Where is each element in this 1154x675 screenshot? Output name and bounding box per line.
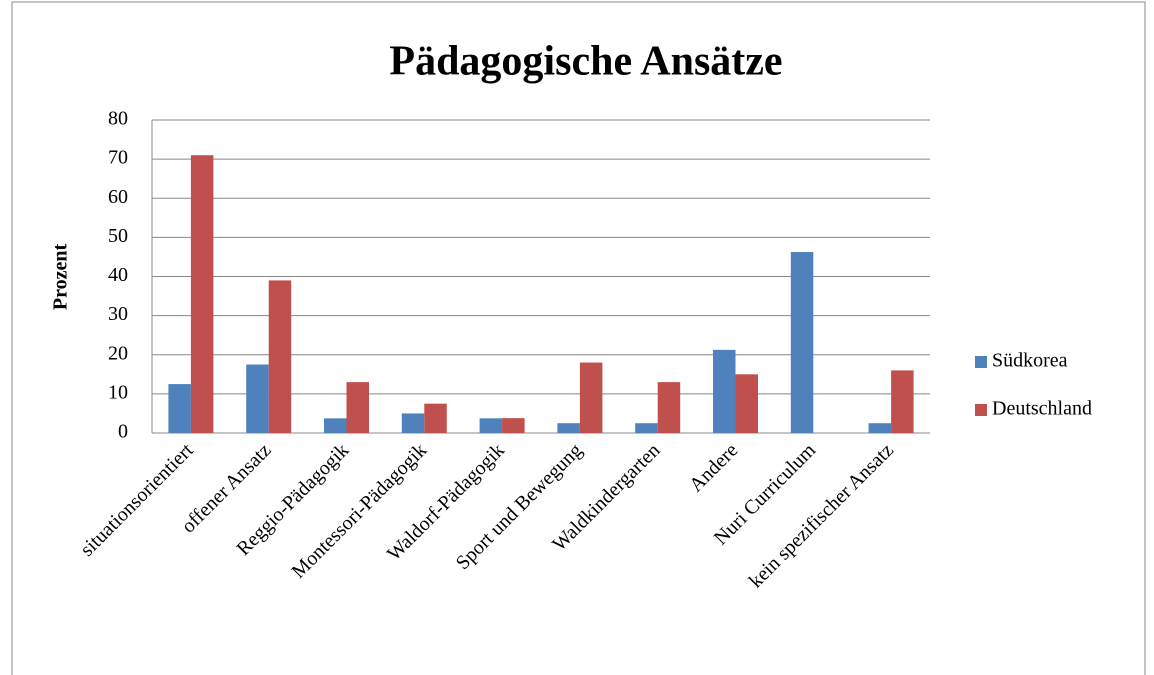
bar [713, 349, 736, 433]
bar [346, 382, 369, 433]
bar [891, 370, 914, 433]
x-tick-label: Montessori-Pädagogik [287, 439, 431, 583]
bar [401, 413, 425, 433]
bar [790, 252, 814, 433]
x-tick-label: kein spezifischer Ansatz [745, 439, 898, 592]
x-tick-label: Andere [685, 439, 742, 496]
bar [324, 418, 347, 433]
legend-swatch [975, 356, 987, 368]
y-tick-label: 20 [108, 342, 128, 364]
y-tick-label: 50 [108, 225, 128, 247]
y-tick-label: 30 [108, 303, 128, 325]
y-tick-label: 0 [118, 421, 128, 443]
bar [735, 374, 758, 433]
chart-title: Pädagogische Ansätze [389, 39, 782, 85]
x-tick-label: situationsorientiert [76, 439, 198, 561]
bar [246, 364, 269, 433]
bar [424, 403, 447, 433]
legend-swatch [975, 404, 987, 416]
bar [268, 280, 292, 433]
bar [479, 418, 503, 433]
bar [657, 382, 681, 433]
bar [557, 423, 580, 433]
y-axis-label: Prozent [50, 244, 72, 311]
legend-label: Deutschland [992, 398, 1092, 420]
bar [635, 423, 658, 433]
chart-frame [11, 1, 1146, 675]
bar [168, 384, 191, 433]
y-tick-label: 60 [108, 186, 128, 208]
y-tick-label: 80 [108, 108, 128, 130]
bar [579, 362, 603, 433]
y-tick-label: 70 [108, 147, 128, 169]
y-tick-label: 40 [108, 264, 128, 286]
bar [190, 155, 214, 433]
y-tick-label: 10 [108, 381, 128, 403]
legend-label: Südkorea [992, 350, 1068, 372]
bar [868, 423, 892, 433]
bar [502, 418, 525, 433]
